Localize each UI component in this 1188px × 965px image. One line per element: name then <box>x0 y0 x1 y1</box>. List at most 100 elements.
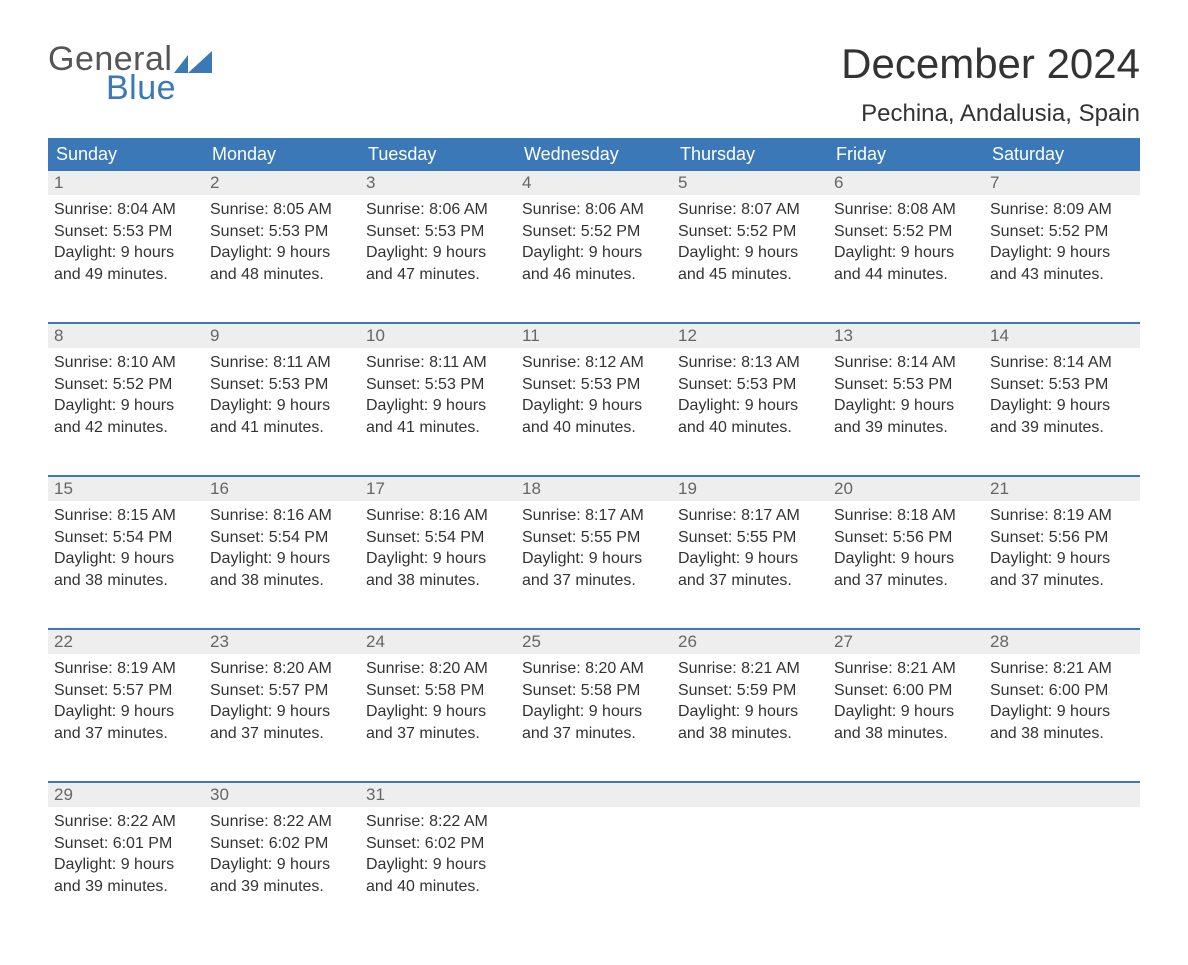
day-details: Sunrise: 8:08 AMSunset: 5:52 PMDaylight:… <box>828 195 984 289</box>
day-cell <box>984 807 1140 935</box>
day-cell: Sunrise: 8:15 AMSunset: 5:54 PMDaylight:… <box>48 501 204 629</box>
day-number-cell: 26 <box>672 630 828 654</box>
sunset-line: Sunset: 5:52 PM <box>522 221 666 243</box>
day-cell: Sunrise: 8:05 AMSunset: 5:53 PMDaylight:… <box>204 195 360 323</box>
day-cell: Sunrise: 8:17 AMSunset: 5:55 PMDaylight:… <box>672 501 828 629</box>
day-details: Sunrise: 8:09 AMSunset: 5:52 PMDaylight:… <box>984 195 1140 289</box>
daylight-line: Daylight: 9 hours and 38 minutes. <box>678 701 822 744</box>
day-number-cell <box>984 783 1140 807</box>
day-number-cell: 19 <box>672 477 828 501</box>
daylight-line: Daylight: 9 hours and 39 minutes. <box>990 395 1134 438</box>
day-details: Sunrise: 8:04 AMSunset: 5:53 PMDaylight:… <box>48 195 204 289</box>
daylight-line: Daylight: 9 hours and 47 minutes. <box>366 242 510 285</box>
daylight-line: Daylight: 9 hours and 38 minutes. <box>990 701 1134 744</box>
day-details: Sunrise: 8:15 AMSunset: 5:54 PMDaylight:… <box>48 501 204 595</box>
daylight-line: Daylight: 9 hours and 40 minutes. <box>522 395 666 438</box>
day-details: Sunrise: 8:17 AMSunset: 5:55 PMDaylight:… <box>516 501 672 595</box>
calendar-table: Sunday Monday Tuesday Wednesday Thursday… <box>48 138 1140 935</box>
day-number-cell <box>516 783 672 807</box>
daylight-line: Daylight: 9 hours and 37 minutes. <box>990 548 1134 591</box>
day-details: Sunrise: 8:19 AMSunset: 5:57 PMDaylight:… <box>48 654 204 748</box>
day-content-row: Sunrise: 8:04 AMSunset: 5:53 PMDaylight:… <box>48 195 1140 323</box>
day-number-cell: 13 <box>828 324 984 348</box>
day-number-cell: 12 <box>672 324 828 348</box>
day-cell <box>828 807 984 935</box>
sunset-line: Sunset: 5:53 PM <box>210 374 354 396</box>
day-details: Sunrise: 8:16 AMSunset: 5:54 PMDaylight:… <box>204 501 360 595</box>
day-cell: Sunrise: 8:16 AMSunset: 5:54 PMDaylight:… <box>204 501 360 629</box>
sunrise-line: Sunrise: 8:22 AM <box>54 811 198 833</box>
sunset-line: Sunset: 5:59 PM <box>678 680 822 702</box>
sunrise-line: Sunrise: 8:11 AM <box>366 352 510 374</box>
weekday-header-row: Sunday Monday Tuesday Wednesday Thursday… <box>48 138 1140 171</box>
sunrise-line: Sunrise: 8:19 AM <box>54 658 198 680</box>
sunset-line: Sunset: 5:53 PM <box>210 221 354 243</box>
day-details: Sunrise: 8:14 AMSunset: 5:53 PMDaylight:… <box>828 348 984 442</box>
day-cell: Sunrise: 8:04 AMSunset: 5:53 PMDaylight:… <box>48 195 204 323</box>
sunset-line: Sunset: 5:57 PM <box>54 680 198 702</box>
sunrise-line: Sunrise: 8:20 AM <box>522 658 666 680</box>
day-cell <box>672 807 828 935</box>
sunrise-line: Sunrise: 8:16 AM <box>210 505 354 527</box>
sunset-line: Sunset: 5:58 PM <box>522 680 666 702</box>
sunrise-line: Sunrise: 8:11 AM <box>210 352 354 374</box>
day-number-cell: 31 <box>360 783 516 807</box>
sunset-line: Sunset: 6:00 PM <box>834 680 978 702</box>
weekday-header: Sunday <box>48 138 204 171</box>
daylight-line: Daylight: 9 hours and 38 minutes. <box>54 548 198 591</box>
sunset-line: Sunset: 5:54 PM <box>210 527 354 549</box>
page-header: General Blue December 2024 Pechina, Anda… <box>48 40 1140 128</box>
day-details: Sunrise: 8:18 AMSunset: 5:56 PMDaylight:… <box>828 501 984 595</box>
sunrise-line: Sunrise: 8:18 AM <box>834 505 978 527</box>
daylight-line: Daylight: 9 hours and 40 minutes. <box>678 395 822 438</box>
sunrise-line: Sunrise: 8:15 AM <box>54 505 198 527</box>
day-cell: Sunrise: 8:06 AMSunset: 5:52 PMDaylight:… <box>516 195 672 323</box>
weekday-header: Monday <box>204 138 360 171</box>
daylight-line: Daylight: 9 hours and 37 minutes. <box>834 548 978 591</box>
day-number-cell: 10 <box>360 324 516 348</box>
sunrise-line: Sunrise: 8:14 AM <box>990 352 1134 374</box>
day-content-row: Sunrise: 8:19 AMSunset: 5:57 PMDaylight:… <box>48 654 1140 782</box>
day-number-cell: 2 <box>204 171 360 195</box>
day-cell: Sunrise: 8:14 AMSunset: 5:53 PMDaylight:… <box>984 348 1140 476</box>
day-details: Sunrise: 8:19 AMSunset: 5:56 PMDaylight:… <box>984 501 1140 595</box>
day-number-cell <box>828 783 984 807</box>
sunset-line: Sunset: 5:53 PM <box>522 374 666 396</box>
sunset-line: Sunset: 5:52 PM <box>54 374 198 396</box>
daylight-line: Daylight: 9 hours and 49 minutes. <box>54 242 198 285</box>
sunset-line: Sunset: 5:56 PM <box>990 527 1134 549</box>
daylight-line: Daylight: 9 hours and 39 minutes. <box>834 395 978 438</box>
weekday-header: Saturday <box>984 138 1140 171</box>
daylight-line: Daylight: 9 hours and 39 minutes. <box>54 854 198 897</box>
day-cell: Sunrise: 8:16 AMSunset: 5:54 PMDaylight:… <box>360 501 516 629</box>
day-cell: Sunrise: 8:08 AMSunset: 5:52 PMDaylight:… <box>828 195 984 323</box>
sunset-line: Sunset: 5:52 PM <box>834 221 978 243</box>
sunset-line: Sunset: 5:53 PM <box>990 374 1134 396</box>
day-cell: Sunrise: 8:07 AMSunset: 5:52 PMDaylight:… <box>672 195 828 323</box>
day-number-row: 1234567 <box>48 171 1140 195</box>
day-details: Sunrise: 8:06 AMSunset: 5:52 PMDaylight:… <box>516 195 672 289</box>
day-number-cell: 23 <box>204 630 360 654</box>
sunrise-line: Sunrise: 8:21 AM <box>834 658 978 680</box>
day-details: Sunrise: 8:21 AMSunset: 6:00 PMDaylight:… <box>828 654 984 748</box>
day-cell: Sunrise: 8:13 AMSunset: 5:53 PMDaylight:… <box>672 348 828 476</box>
sunset-line: Sunset: 5:52 PM <box>990 221 1134 243</box>
sunset-line: Sunset: 5:54 PM <box>54 527 198 549</box>
brand-word-2: Blue <box>106 69 176 108</box>
sunrise-line: Sunrise: 8:20 AM <box>366 658 510 680</box>
day-cell: Sunrise: 8:22 AMSunset: 6:02 PMDaylight:… <box>204 807 360 935</box>
sunrise-line: Sunrise: 8:21 AM <box>678 658 822 680</box>
day-cell: Sunrise: 8:19 AMSunset: 5:56 PMDaylight:… <box>984 501 1140 629</box>
sunrise-line: Sunrise: 8:19 AM <box>990 505 1134 527</box>
sunrise-line: Sunrise: 8:22 AM <box>366 811 510 833</box>
day-details: Sunrise: 8:22 AMSunset: 6:01 PMDaylight:… <box>48 807 204 901</box>
sunset-line: Sunset: 5:57 PM <box>210 680 354 702</box>
day-number-cell: 25 <box>516 630 672 654</box>
daylight-line: Daylight: 9 hours and 38 minutes. <box>210 548 354 591</box>
day-cell: Sunrise: 8:21 AMSunset: 6:00 PMDaylight:… <box>828 654 984 782</box>
day-content-row: Sunrise: 8:15 AMSunset: 5:54 PMDaylight:… <box>48 501 1140 629</box>
day-details: Sunrise: 8:10 AMSunset: 5:52 PMDaylight:… <box>48 348 204 442</box>
day-cell: Sunrise: 8:20 AMSunset: 5:58 PMDaylight:… <box>360 654 516 782</box>
day-cell: Sunrise: 8:12 AMSunset: 5:53 PMDaylight:… <box>516 348 672 476</box>
daylight-line: Daylight: 9 hours and 38 minutes. <box>834 701 978 744</box>
